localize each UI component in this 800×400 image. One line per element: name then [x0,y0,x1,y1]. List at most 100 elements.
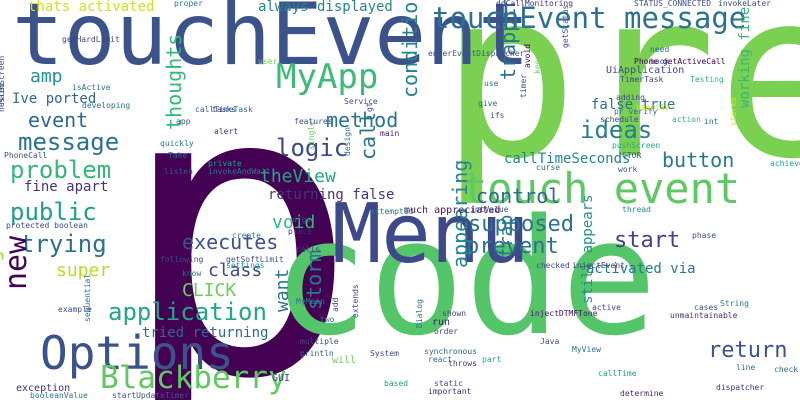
word-booleanvalue: booleanValue [30,391,88,400]
word-getstatus: getStatus [561,4,570,48]
word-supposed: supposed [468,212,574,237]
word-ctor: CTOR [622,151,642,160]
word-tried-returning: tried returning [142,325,269,341]
word-blackberry: Blackberry [100,360,287,396]
word-int: int [704,117,719,126]
word-control: control [476,184,561,208]
word-void: void [272,212,316,233]
word-proper: proper [174,0,203,8]
word-will: will [332,355,357,366]
word-false-true: false true [591,97,676,113]
word-mymain: MyMain [296,297,325,306]
word-status-connected: STATUS_CONNECTED [634,0,712,8]
word-button: button [662,148,735,172]
word-following: following [160,255,204,264]
word-know: know [182,269,202,278]
word-nested: nested [0,83,6,112]
word-prevent: prevent [466,234,559,259]
word-determine: determine [620,389,664,398]
word-phase: phase [692,231,717,240]
word-tasks: tasks [212,105,237,114]
word-system: System [370,349,399,358]
word-timertask: TimerTask [620,75,664,84]
word-avoid: avoid [523,43,532,68]
word-throws: throws [448,359,477,368]
word-happily: happily [636,103,670,112]
word-part: part [482,355,502,364]
word-fine-apart: fine apart [24,179,109,195]
word-based: based [384,379,409,388]
word-checked: checked [536,261,570,270]
word-myview: MyView [572,345,601,354]
word-phonecall: PhoneCall [4,151,48,160]
word-message: message [18,128,120,156]
word-work: work [618,165,638,174]
word-activated-via: activated via [586,261,696,277]
word-order: order [434,327,459,336]
word-listen: listen [164,167,193,176]
word-developing: developing [82,101,131,110]
word-place: place [288,227,313,236]
word-want: want [272,268,293,312]
word-click: CLICK [182,280,237,301]
word-string: String [720,299,749,308]
word-invokelater: invokeLater [718,0,771,8]
word-calltime: callTime [598,369,637,378]
word-shown: shown [442,309,467,318]
word-logic: logic [276,134,349,162]
word-synchronous: synchronous [424,347,477,356]
word-timer: timer [519,73,528,98]
word-service: Service [344,97,378,106]
word-java: Java [540,337,560,346]
word-action: action [672,115,701,124]
word-dispatcher: dispatcher [716,383,765,392]
word-gui: GUI [272,373,291,384]
word-println: println [300,349,334,358]
word-event: event [28,108,89,132]
word-design: design [343,127,352,156]
word-extends: extends [351,284,360,318]
word-returning-false: returning false [268,187,395,203]
word-attempted: attempted [370,207,414,216]
word-p: p [118,2,359,400]
word-amp: amp [30,66,63,87]
word-calltimetask: callTimeTask [195,105,253,114]
word-myapp: MyApp [276,57,379,97]
word-menu: Menu [332,187,530,282]
word-protected-boolean: protected boolean [6,221,88,230]
word-sequential: sequential [83,273,92,322]
word-trap: trap [496,214,517,258]
word-injectevent: injectEvent [572,261,625,270]
word-touchevent-message: touchEvent message [432,1,747,35]
word-startupdatetimer: startUpdateTimer [112,391,190,400]
word-testing: Testing [690,75,724,84]
word-static: static [434,379,463,388]
word-call: call [356,111,380,160]
word-calltimeseconds: callTimeSeconds [504,151,631,167]
word-return: return [708,338,788,363]
word-isactive: isActive [72,83,111,92]
word-options: Options [40,326,234,380]
word-intvalue: intValue [470,205,509,214]
word-executes: executes [182,230,279,254]
word-private: private [208,159,242,168]
word-trapping: trapping [496,0,520,80]
word-always-displayed: always displayed [258,0,393,15]
word-getsoftlimit: getSoftLimit [226,255,284,264]
word-gethardlimit: getHardLimit [62,35,120,44]
word-active: active [592,303,621,312]
word-gt: gt [365,102,374,112]
word-conditions: conditions [398,0,422,98]
word-use: use [484,79,499,88]
word-line: line [736,363,756,372]
word-method: method [326,108,399,132]
word-phone-getactivecall: Phone getActiveCall [634,57,726,66]
word-exception: exception [16,383,71,394]
word-public: public [10,198,97,226]
word-still-appears: still appears [580,194,596,304]
word-dialog: Dialog [415,299,424,328]
word-features: features [294,117,333,126]
word-touch-event: touch event [462,164,741,213]
word-class: class [208,260,263,281]
